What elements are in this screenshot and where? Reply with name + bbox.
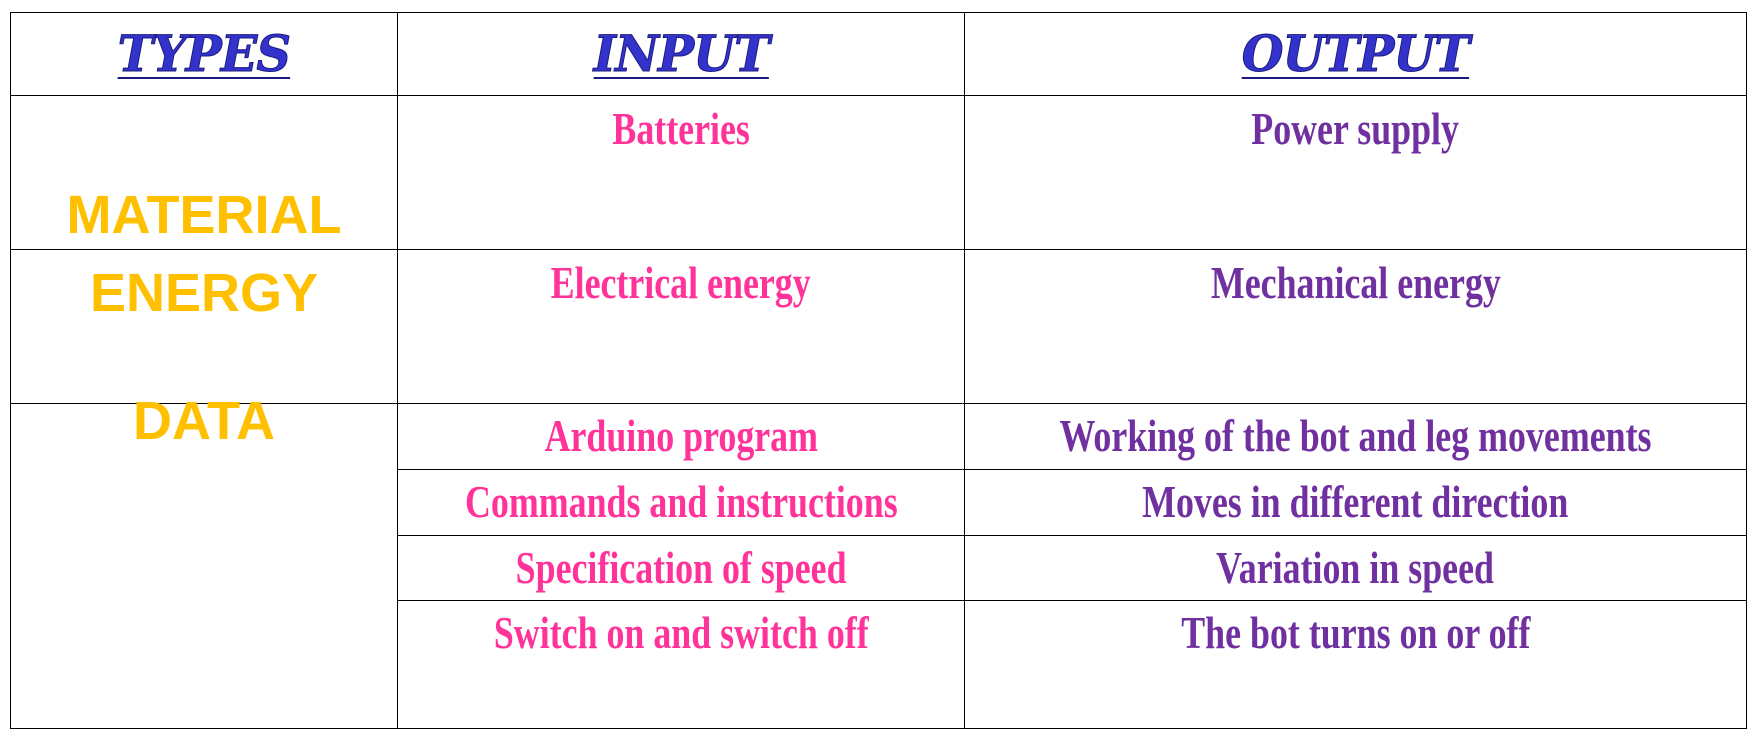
output-cell-data-1: Working of the bot and leg movements [964, 403, 1747, 470]
header-input-cell: INPUT [397, 12, 965, 96]
output-text-data-4: The bot turns on or off [1180, 607, 1531, 658]
header-types: TYPES [117, 24, 291, 83]
header-input: INPUT [593, 24, 770, 83]
table-row-data-1: DATA Arduino program Working of the bot … [10, 394, 1747, 729]
header-output: OUTPUT [1241, 24, 1470, 83]
header-output-cell: OUTPUT [964, 12, 1747, 96]
input-text-data-4: Switch on and switch off [493, 607, 869, 658]
type-label-data: DATA [133, 391, 275, 451]
table-row-data-4: Switch on and switch off The bot turns o… [11, 600, 1747, 729]
output-text-data-1: Working of the bot and leg movements [1059, 410, 1652, 461]
output-text-energy: Mechanical energy [1210, 257, 1501, 308]
input-cell-data-4: Switch on and switch off [397, 600, 965, 729]
header-row: TYPES INPUT OUTPUT [10, 12, 1747, 96]
input-cell-data-1: Arduino program [397, 403, 965, 470]
io-table: TYPES INPUT OUTPUT MATERIAL Batteries Po… [10, 12, 1747, 729]
input-cell-data-2: Commands and instructions [397, 469, 965, 536]
header-types-cell: TYPES [10, 12, 398, 96]
input-cell-data-3: Specification of speed [397, 535, 965, 601]
output-cell-energy: Mechanical energy [964, 249, 1747, 404]
output-cell-material: Power supply [964, 95, 1747, 250]
input-text-energy: Electrical energy [550, 257, 812, 308]
table-row-material: MATERIAL Batteries Power supply [10, 95, 1747, 250]
input-text-data-2: Commands and instructions [464, 476, 898, 527]
type-cell-energy: ENERGY [10, 249, 398, 404]
type-label-material: MATERIAL [66, 185, 342, 245]
input-cell-material: Batteries [397, 95, 965, 250]
output-text-data-2: Moves in different direction [1142, 476, 1569, 527]
output-cell-data-4: The bot turns on or off [964, 600, 1747, 729]
type-cell-data: DATA [10, 394, 398, 729]
type-label-energy: ENERGY [89, 263, 319, 323]
output-text-material: Power supply [1251, 103, 1460, 154]
type-cell-material: MATERIAL [10, 95, 398, 250]
output-text-data-3: Variation in speed [1216, 542, 1495, 593]
output-cell-data-3: Variation in speed [964, 535, 1747, 601]
input-cell-energy: Electrical energy [397, 249, 965, 404]
input-text-data-1: Arduino program [544, 410, 818, 461]
input-text-material: Batteries [612, 103, 750, 154]
output-cell-data-2: Moves in different direction [964, 469, 1747, 536]
table-row-energy: ENERGY Electrical energy Mechanical ener… [10, 249, 1747, 404]
input-text-data-3: Specification of speed [515, 542, 847, 593]
table-row-data-2: Commands and instructions Moves in diffe… [11, 469, 1747, 536]
